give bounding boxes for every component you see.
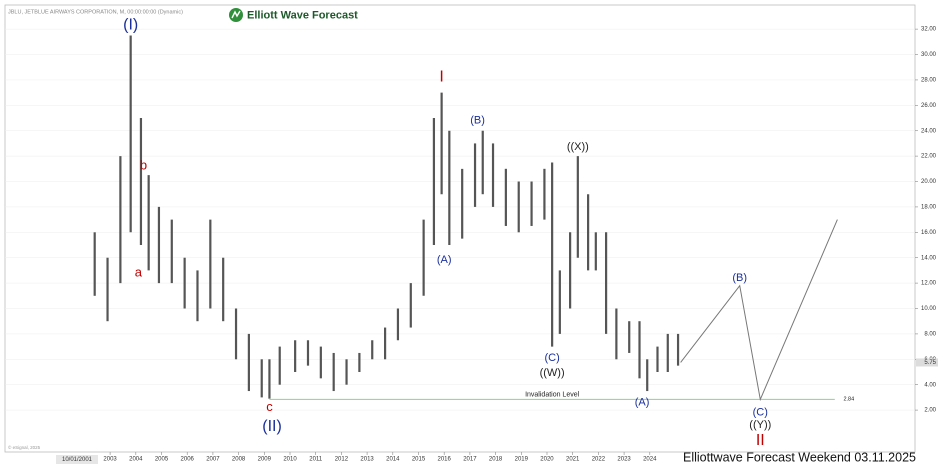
x-tick-label: 2020 <box>540 457 554 463</box>
x-tick-label: 2023 <box>617 457 631 463</box>
x-tick-label: 2018 <box>489 457 503 463</box>
y-tick-label: 16.00 <box>921 230 937 236</box>
symbol-title: JBLU, JETBLUE AIRWAYS CORPORATION, M, 00… <box>8 9 183 15</box>
logo-text: Elliott Wave Forecast <box>247 9 358 21</box>
y-tick-label: 28.00 <box>921 78 937 84</box>
x-tick-label: 2016 <box>438 457 452 463</box>
wave-label: (I) <box>123 17 138 34</box>
x-tick-label: 2010 <box>283 457 297 463</box>
y-tick-label: 22.00 <box>921 154 937 160</box>
wave-label: (C) <box>544 352 559 364</box>
x-tick-label: 2013 <box>360 457 374 463</box>
x-tick-label: 2005 <box>155 457 169 463</box>
y-tick-label: 2.00 <box>924 408 936 414</box>
wave-label: I <box>439 69 443 86</box>
y-tick-label: 20.00 <box>921 179 937 185</box>
y-tick-label: 12.00 <box>921 281 937 287</box>
wave-label: a <box>135 264 143 279</box>
x-tick-label: 2014 <box>386 457 400 463</box>
plot-frame <box>4 4 916 453</box>
wave-label: (A) <box>437 254 452 266</box>
cursor-date-box <box>56 455 98 464</box>
x-tick-label: 2022 <box>592 457 606 463</box>
x-tick-label: 2019 <box>515 457 529 463</box>
x-tick-label: 2011 <box>309 457 323 463</box>
wave-label: II <box>756 432 765 449</box>
x-tick-label: 2012 <box>335 457 349 463</box>
x-tick-label: 2017 <box>463 457 477 463</box>
x-tick-label: 2006 <box>181 457 195 463</box>
y-tick-label: 4.00 <box>924 382 936 388</box>
invalidation-label: Invalidation Level <box>525 391 580 398</box>
copyright: © eSignal, 2025 <box>8 444 41 450</box>
y-tick-label: 18.00 <box>921 204 937 210</box>
wave-label: ((X)) <box>567 141 589 153</box>
x-tick-label: 2003 <box>103 457 117 463</box>
cursor-date: 10/01/2001 <box>62 457 93 463</box>
last-price-box <box>916 358 938 367</box>
x-tick-label: 2007 <box>206 457 220 463</box>
x-tick-label: 2004 <box>129 457 143 463</box>
wave-label: b <box>140 158 147 173</box>
y-tick-label: 8.00 <box>924 331 936 337</box>
x-tick-label: 2015 <box>412 457 426 463</box>
wave-label: (B) <box>470 114 485 126</box>
projection-path <box>680 219 838 402</box>
logo: Elliott Wave Forecast <box>229 8 358 22</box>
wave-label: (C) <box>753 407 768 419</box>
logo-wave <box>231 10 241 19</box>
invalidation-value: 2.84 <box>843 396 854 402</box>
footer: Elliottwave Forecast Weekend 03.11.2025 <box>683 450 916 464</box>
x-tick-label: 2021 <box>566 457 580 463</box>
y-tick-label: 10.00 <box>921 306 937 312</box>
wave-label: (A) <box>635 396 650 408</box>
wave-label: (B) <box>732 272 747 284</box>
y-tick-label: 26.00 <box>921 103 937 109</box>
y-tick-label: 14.00 <box>921 255 937 261</box>
x-tick-label: 2008 <box>232 457 246 463</box>
y-tick-label: 32.00 <box>921 27 937 33</box>
wave-label: c <box>266 399 273 414</box>
wave-label: ((Y)) <box>749 419 771 431</box>
x-tick-label: 2009 <box>258 457 272 463</box>
y-tick-label: 30.00 <box>921 52 937 58</box>
x-tick-label: 2024 <box>643 457 657 463</box>
wave-label: ((W)) <box>540 367 565 379</box>
y-tick-label: 24.00 <box>921 128 937 134</box>
last-price-label: 5.75 <box>924 360 936 366</box>
wave-label: (II) <box>262 418 282 435</box>
